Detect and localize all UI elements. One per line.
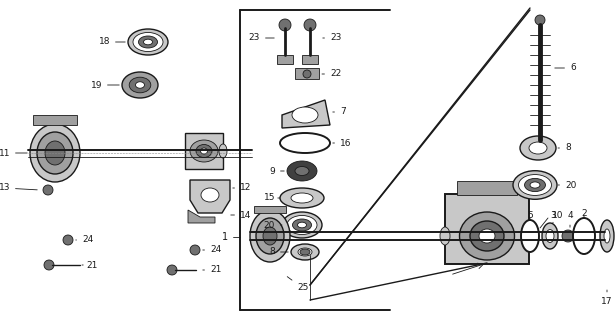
Ellipse shape xyxy=(513,171,557,199)
Ellipse shape xyxy=(280,188,324,208)
Circle shape xyxy=(303,70,311,78)
Text: 7: 7 xyxy=(333,108,346,116)
Ellipse shape xyxy=(138,36,157,48)
Text: 5: 5 xyxy=(527,211,533,220)
Ellipse shape xyxy=(135,82,145,88)
Ellipse shape xyxy=(292,107,318,123)
FancyBboxPatch shape xyxy=(254,206,286,213)
Polygon shape xyxy=(282,100,330,128)
Text: 21: 21 xyxy=(82,260,97,269)
Bar xyxy=(295,68,319,79)
Ellipse shape xyxy=(520,136,556,160)
Circle shape xyxy=(535,15,545,25)
Text: 4: 4 xyxy=(567,211,573,227)
Ellipse shape xyxy=(129,77,151,93)
Text: 13: 13 xyxy=(0,183,38,193)
FancyBboxPatch shape xyxy=(33,115,77,125)
Ellipse shape xyxy=(293,219,312,231)
Text: 16: 16 xyxy=(333,139,352,148)
Ellipse shape xyxy=(600,220,614,252)
Text: 6: 6 xyxy=(555,63,576,73)
Ellipse shape xyxy=(298,222,306,228)
Ellipse shape xyxy=(479,229,495,243)
Text: 20: 20 xyxy=(264,220,282,229)
Ellipse shape xyxy=(298,248,312,256)
Circle shape xyxy=(304,19,316,31)
Ellipse shape xyxy=(525,178,546,192)
Ellipse shape xyxy=(30,124,80,182)
Text: 2: 2 xyxy=(581,209,587,218)
Ellipse shape xyxy=(291,193,313,203)
Ellipse shape xyxy=(37,132,73,174)
Ellipse shape xyxy=(524,227,534,245)
Ellipse shape xyxy=(521,220,539,252)
Ellipse shape xyxy=(133,33,163,52)
Circle shape xyxy=(562,230,574,242)
FancyBboxPatch shape xyxy=(185,133,223,169)
Ellipse shape xyxy=(604,229,610,243)
Circle shape xyxy=(44,260,54,270)
Ellipse shape xyxy=(45,141,65,165)
Bar xyxy=(302,55,318,64)
Ellipse shape xyxy=(219,144,227,158)
Circle shape xyxy=(190,245,200,255)
Ellipse shape xyxy=(287,161,317,181)
Circle shape xyxy=(43,185,53,195)
Text: 8: 8 xyxy=(558,143,571,153)
Circle shape xyxy=(279,19,291,31)
Text: 15: 15 xyxy=(263,194,280,203)
Circle shape xyxy=(167,265,177,275)
Ellipse shape xyxy=(287,215,317,235)
Text: 20: 20 xyxy=(558,180,576,189)
FancyBboxPatch shape xyxy=(445,194,529,264)
Ellipse shape xyxy=(470,221,504,251)
Ellipse shape xyxy=(282,212,322,238)
Text: 23: 23 xyxy=(248,34,274,43)
Text: 19: 19 xyxy=(90,81,119,90)
Polygon shape xyxy=(188,210,215,223)
Ellipse shape xyxy=(530,182,540,188)
Ellipse shape xyxy=(546,229,554,243)
Text: 3: 3 xyxy=(550,211,556,223)
Polygon shape xyxy=(190,180,230,213)
Ellipse shape xyxy=(190,140,218,162)
Text: 24: 24 xyxy=(203,245,221,254)
Text: 8: 8 xyxy=(269,247,288,257)
Text: 12: 12 xyxy=(232,183,252,193)
FancyBboxPatch shape xyxy=(457,181,517,195)
Ellipse shape xyxy=(128,29,168,55)
Ellipse shape xyxy=(440,227,450,245)
Ellipse shape xyxy=(280,133,330,153)
Text: 1: 1 xyxy=(222,232,228,242)
Ellipse shape xyxy=(529,142,547,154)
Ellipse shape xyxy=(295,166,309,175)
Text: 10: 10 xyxy=(552,211,563,220)
Text: 24: 24 xyxy=(76,236,93,244)
Ellipse shape xyxy=(263,227,277,245)
Text: 22: 22 xyxy=(322,69,341,78)
Ellipse shape xyxy=(143,39,153,45)
Text: 21: 21 xyxy=(203,266,221,275)
Ellipse shape xyxy=(573,218,595,254)
Text: 14: 14 xyxy=(231,211,252,220)
Text: 23: 23 xyxy=(323,34,341,43)
Ellipse shape xyxy=(200,148,207,154)
Bar xyxy=(277,55,293,64)
Ellipse shape xyxy=(201,188,219,202)
Ellipse shape xyxy=(291,244,319,260)
Ellipse shape xyxy=(250,210,290,262)
Ellipse shape xyxy=(542,223,558,249)
Text: 17: 17 xyxy=(601,290,613,307)
Text: 18: 18 xyxy=(98,37,125,46)
Ellipse shape xyxy=(300,249,310,255)
Text: 9: 9 xyxy=(269,166,284,175)
Ellipse shape xyxy=(518,174,552,196)
Text: 25: 25 xyxy=(287,277,308,292)
Ellipse shape xyxy=(196,145,212,157)
Ellipse shape xyxy=(459,212,515,260)
Ellipse shape xyxy=(256,218,284,254)
Circle shape xyxy=(63,235,73,245)
Text: 11: 11 xyxy=(0,148,27,157)
Ellipse shape xyxy=(122,72,158,98)
